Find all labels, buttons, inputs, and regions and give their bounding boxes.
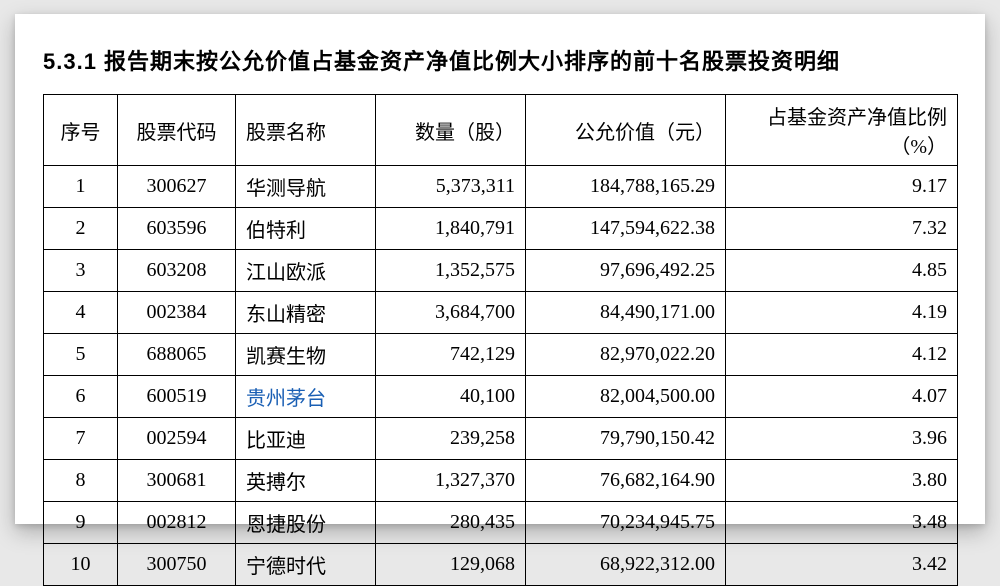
table-row: 3603208江山欧派1,352,57597,696,492.254.85: [44, 250, 958, 292]
cell-name: 恩捷股份: [236, 502, 376, 544]
cell-value: 147,594,622.38: [526, 208, 726, 250]
cell-value: 84,490,171.00: [526, 292, 726, 334]
report-title: 5.3.1 报告期末按公允价值占基金资产净值比例大小排序的前十名股票投资明细: [43, 44, 957, 76]
cell-code: 002594: [118, 418, 236, 460]
cell-qty: 1,352,575: [376, 250, 526, 292]
column-header-code: 股票代码: [118, 95, 236, 166]
cell-ratio: 4.85: [726, 250, 958, 292]
cell-ratio: 4.12: [726, 334, 958, 376]
cell-qty: 280,435: [376, 502, 526, 544]
cell-code: 688065: [118, 334, 236, 376]
cell-qty: 1,840,791: [376, 208, 526, 250]
cell-ratio: 4.19: [726, 292, 958, 334]
cell-qty: 3,684,700: [376, 292, 526, 334]
cell-qty: 239,258: [376, 418, 526, 460]
cell-seq: 1: [44, 166, 118, 208]
cell-code: 300750: [118, 544, 236, 586]
cell-seq: 10: [44, 544, 118, 586]
cell-value: 70,234,945.75: [526, 502, 726, 544]
cell-name: 凯赛生物: [236, 334, 376, 376]
cell-seq: 5: [44, 334, 118, 376]
cell-seq: 4: [44, 292, 118, 334]
cell-ratio: 7.32: [726, 208, 958, 250]
cell-value: 68,922,312.00: [526, 544, 726, 586]
cell-ratio: 3.42: [726, 544, 958, 586]
table-row: 6600519 贵州茅台 40,10082,004,500.004.07: [44, 376, 958, 418]
cell-code: 300627: [118, 166, 236, 208]
cell-qty: 129,068: [376, 544, 526, 586]
column-header-name: 股票名称: [236, 95, 376, 166]
cell-name: 江山欧派: [236, 250, 376, 292]
cell-value: 184,788,165.29: [526, 166, 726, 208]
stock-name-link[interactable]: 贵州茅台: [246, 388, 326, 410]
cell-qty: 1,327,370: [376, 460, 526, 502]
cell-value: 82,004,500.00: [526, 376, 726, 418]
cell-seq: 2: [44, 208, 118, 250]
report-page: 5.3.1 报告期末按公允价值占基金资产净值比例大小排序的前十名股票投资明细 序…: [15, 14, 985, 524]
cell-seq: 8: [44, 460, 118, 502]
cell-code: 002812: [118, 502, 236, 544]
cell-value: 79,790,150.42: [526, 418, 726, 460]
cell-code: 603208: [118, 250, 236, 292]
table-row: 9002812恩捷股份280,43570,234,945.753.48: [44, 502, 958, 544]
cell-code: 002384: [118, 292, 236, 334]
cell-ratio: 3.96: [726, 418, 958, 460]
cell-value: 76,682,164.90: [526, 460, 726, 502]
cell-seq: 3: [44, 250, 118, 292]
cell-code: 300681: [118, 460, 236, 502]
cell-name: 贵州茅台: [236, 376, 376, 418]
cell-seq: 7: [44, 418, 118, 460]
cell-qty: 5,373,311: [376, 166, 526, 208]
table-body: 1300627华测导航5,373,311184,788,165.299.1726…: [44, 166, 958, 586]
cell-seq: 6: [44, 376, 118, 418]
cell-ratio: 4.07: [726, 376, 958, 418]
cell-ratio: 3.80: [726, 460, 958, 502]
column-header-seq: 序号: [44, 95, 118, 166]
table-row: 1300627华测导航5,373,311184,788,165.299.17: [44, 166, 958, 208]
cell-qty: 742,129: [376, 334, 526, 376]
table-row: 5688065凯赛生物742,12982,970,022.204.12: [44, 334, 958, 376]
column-header-value: 公允价值（元）: [526, 95, 726, 166]
cell-ratio: 3.48: [726, 502, 958, 544]
table-row: 4002384东山精密3,684,70084,490,171.004.19: [44, 292, 958, 334]
cell-name: 比亚迪: [236, 418, 376, 460]
table-row: 8300681英搏尔1,327,37076,682,164.903.80: [44, 460, 958, 502]
cell-code: 603596: [118, 208, 236, 250]
cell-seq: 9: [44, 502, 118, 544]
cell-qty: 40,100: [376, 376, 526, 418]
cell-name: 英搏尔: [236, 460, 376, 502]
cell-name: 华测导航: [236, 166, 376, 208]
cell-name: 伯特利: [236, 208, 376, 250]
table-row: 10300750宁德时代129,06868,922,312.003.42: [44, 544, 958, 586]
column-header-ratio: 占基金资产净值比例（%）: [726, 95, 958, 166]
cell-name: 东山精密: [236, 292, 376, 334]
table-row: 2603596伯特利1,840,791147,594,622.387.32: [44, 208, 958, 250]
cell-ratio: 9.17: [726, 166, 958, 208]
column-header-qty: 数量（股）: [376, 95, 526, 166]
holdings-table: 序号股票代码股票名称数量（股）公允价值（元）占基金资产净值比例（%） 13006…: [43, 94, 958, 586]
cell-value: 97,696,492.25: [526, 250, 726, 292]
table-row: 7002594比亚迪239,25879,790,150.423.96: [44, 418, 958, 460]
table-header: 序号股票代码股票名称数量（股）公允价值（元）占基金资产净值比例（%）: [44, 95, 958, 166]
cell-value: 82,970,022.20: [526, 334, 726, 376]
cell-name: 宁德时代: [236, 544, 376, 586]
cell-code: 600519: [118, 376, 236, 418]
